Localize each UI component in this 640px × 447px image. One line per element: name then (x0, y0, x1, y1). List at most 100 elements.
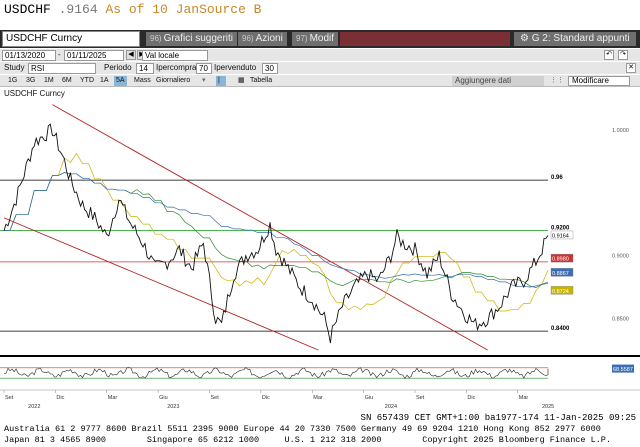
gear-icon: ⚙ (520, 33, 532, 44)
alert-bar (340, 32, 510, 46)
rsi-background (0, 360, 640, 386)
chart-legend-title: USDCHF Curncy (4, 89, 65, 98)
x-tick-5: Dic (262, 395, 270, 401)
footer-line-1: Australia 61 2 9777 8600 Brazil 5511 239… (4, 424, 601, 434)
modify-toolbar-label: Modif (309, 33, 335, 44)
range-separator: - (58, 50, 61, 59)
table-icon[interactable]: ▦ (238, 77, 245, 84)
ticker-as-of: As of 10 Jan (105, 2, 200, 17)
ma-short (4, 152, 549, 312)
ticker-source: Source B (199, 2, 262, 17)
y-tick-1: 0.9000 (612, 254, 629, 260)
security-input[interactable]: USDCHF Curncy (2, 31, 140, 47)
rsi-label: 68.5587 (613, 367, 633, 373)
right-label-2: 0.8867 (552, 271, 569, 277)
period-mass[interactable]: Mass (134, 77, 151, 84)
undo-icon[interactable]: ↶ (604, 50, 614, 60)
x-tick-6: Mar (313, 395, 323, 401)
period-1m[interactable]: 1M (44, 77, 54, 84)
x-tick-1: Dic (56, 395, 64, 401)
x-tick-8: Set (416, 395, 425, 401)
start-date-field[interactable]: 01/13/2020 (2, 50, 56, 61)
level-label-0: 0.96 (551, 175, 563, 181)
period-toolbar: 1G 3G 1M 6M YTD 1A 5A Mass Giornaliero ▾… (0, 75, 640, 87)
channel-upper (52, 104, 488, 351)
study-select[interactable]: RSI (28, 63, 96, 74)
frequency-select[interactable]: Giornaliero (156, 77, 191, 84)
currency-select[interactable]: Val locale (142, 50, 208, 61)
chart-background (0, 88, 640, 413)
x-tick-2: Mar (108, 395, 118, 401)
actions-button[interactable]: 96) Azioni (238, 32, 287, 46)
right-label-box-1 (550, 253, 574, 263)
y-tick-2: 0.8500 (612, 317, 629, 323)
x-year-1: 2023 (167, 404, 179, 410)
view-selector[interactable]: ⚙ G 2: Standard appunti (514, 32, 636, 46)
right-label-3: 0.8724 (552, 289, 569, 295)
study-toolbar: Study RSI Periodo 14 Ipercomprato 70 Ipe… (0, 62, 640, 74)
x-tick-9: Dic (467, 395, 475, 401)
y-tick-0: 1.0000 (612, 128, 629, 134)
actions-num: 96) (242, 34, 254, 43)
close-icon[interactable]: ✕ (626, 63, 636, 73)
right-label-1: 0.8980 (552, 257, 569, 263)
right-label-box-2 (550, 268, 574, 277)
suggested-charts-num: 96) (150, 34, 162, 43)
ticker-symbol: USDCHF (4, 2, 51, 17)
x-axis: Set Dic Mar Giu Set Dic Mar Giu Set Dic Mar 2022 202… (0, 389, 640, 410)
ma-long (4, 172, 549, 288)
chart-type-icon[interactable]: | (216, 76, 226, 86)
period-6m[interactable]: 6M (62, 77, 72, 84)
right-label-0: 0.9164 (552, 233, 569, 239)
overbought-field[interactable]: 70 (196, 63, 212, 74)
ticker-price: .9164 (58, 2, 98, 17)
x-tick-4: Set (211, 395, 220, 401)
suggested-charts-label: Grafici suggeriti (163, 33, 234, 44)
grid-icon[interactable]: ⋮⋮ (550, 77, 564, 84)
rsi-series (3, 366, 549, 380)
period-1g[interactable]: 1G (8, 77, 18, 84)
trend-channel (3, 104, 488, 351)
y-axis: 1.0000 0.9000 0.8500 (612, 128, 629, 323)
rsi-label-box (612, 364, 634, 373)
modify-num: 97) (296, 34, 308, 43)
end-date-field[interactable]: 01/11/2025 (64, 50, 124, 61)
period-5a[interactable]: 5A (114, 76, 127, 86)
x-tick-0: Set (5, 395, 14, 401)
actions-label: Azioni (255, 33, 283, 44)
calendar-prev-icon[interactable]: ◀ (126, 50, 136, 60)
table-toggle[interactable]: Tabella (250, 77, 273, 84)
level-label-1: 0.9200 (551, 225, 570, 231)
period-1a[interactable]: 1A (100, 77, 109, 84)
level-label-3: 0.8400 (551, 326, 570, 332)
x-year-3: 2025 (542, 404, 554, 410)
period-ytd[interactable]: YTD (80, 77, 94, 84)
redo-icon[interactable]: ↷ (618, 50, 628, 60)
range-toolbar: 01/13/2020 - 01/11/2025 ◀ ▶ Val locale ↶… (0, 49, 640, 61)
modify-select[interactable]: Modificare (568, 76, 630, 86)
study-label: Study (4, 63, 25, 72)
overbought-label: Ipercomprato (156, 63, 204, 72)
suggested-charts-button[interactable]: 96) Grafici suggeriti (146, 32, 238, 46)
x-year-2: 2024 (385, 404, 397, 410)
right-label-box-0 (550, 230, 574, 240)
price-series (3, 123, 549, 344)
footer-contacts: Australia 61 2 9777 8600 Brazil 5511 239… (0, 424, 640, 447)
channel-lower (3, 217, 319, 351)
period-3g[interactable]: 3G (26, 77, 36, 84)
period-field[interactable]: 14 (136, 63, 154, 74)
moving-averages (4, 152, 549, 312)
rsi-panel: 68.5587 (0, 360, 640, 386)
main-toolbar: USDCHF Curncy 96) Grafici suggeriti 96) Az… (0, 30, 640, 48)
x-tick-7: Giu (365, 395, 374, 401)
x-tick-3: Giu (159, 395, 168, 401)
right-price-labels: 0.9164 0.8980 0.8867 0.8724 (550, 230, 574, 295)
right-label-box-3 (550, 286, 574, 295)
x-year-0: 2022 (28, 404, 40, 410)
ticker-line: USDCHF .9164 As of 10 JanSource B (0, 0, 640, 20)
add-data-field[interactable]: Aggiungere dati (452, 76, 544, 86)
chevron-down-icon[interactable]: ▾ (202, 77, 206, 84)
modify-toolbar-button[interactable]: 97) Modif (292, 32, 339, 46)
oversold-field[interactable]: 30 (262, 63, 278, 74)
